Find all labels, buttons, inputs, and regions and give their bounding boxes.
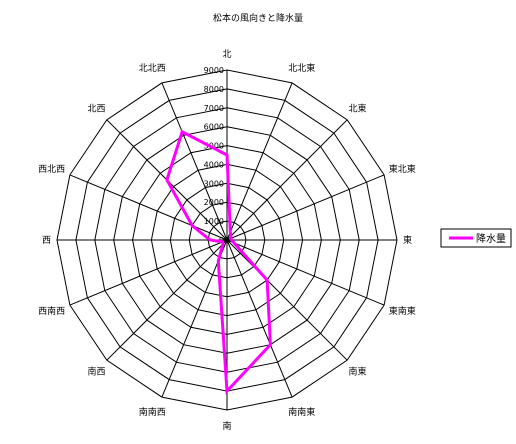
spoke-2 — [226, 119, 348, 241]
spoke-9 — [161, 239, 228, 398]
series-layer — [165, 129, 272, 395]
legend-label: 降水量 — [476, 232, 506, 245]
spoke-11 — [69, 239, 228, 306]
direction-label-15: 北北西 — [139, 63, 166, 74]
legend: 降水量 — [440, 228, 512, 248]
direction-label-8: 南 — [222, 420, 231, 432]
direction-label-12: 西 — [42, 235, 51, 246]
legend-box — [440, 228, 512, 248]
tick-label-6: 6000 — [204, 123, 224, 132]
direction-label-2: 北東 — [349, 103, 367, 115]
tick-label-1: 1000 — [204, 217, 224, 226]
direction-label-14: 北西 — [87, 104, 105, 115]
chart-title: 松本の風向きと降水量 — [213, 12, 303, 24]
direction-label-4: 東 — [403, 234, 412, 246]
direction-label-0: 北 — [222, 49, 231, 60]
direction-label-5: 東南東 — [389, 305, 416, 317]
tick-label-4: 4000 — [204, 160, 224, 169]
spoke-7 — [226, 239, 293, 398]
direction-label-7: 南南東 — [288, 406, 315, 418]
direction-label-6: 南東 — [349, 366, 367, 378]
spoke-1 — [226, 82, 293, 241]
spoke-5 — [226, 239, 385, 306]
spoke-6 — [226, 239, 348, 361]
tick-label-3: 3000 — [204, 179, 224, 188]
direction-label-9: 南南西 — [139, 406, 166, 418]
direction-label-11: 西南西 — [38, 305, 65, 317]
radar-spokes — [57, 70, 397, 410]
direction-label-3: 東北東 — [389, 163, 416, 175]
tick-label-7: 7000 — [204, 104, 224, 113]
direction-label-10: 南西 — [87, 366, 105, 378]
spoke-3 — [226, 174, 385, 241]
tick-label-8: 8000 — [204, 85, 224, 94]
direction-label-1: 北北東 — [288, 62, 315, 74]
direction-label-13: 西北西 — [38, 164, 65, 175]
spoke-15 — [161, 82, 228, 241]
series-line-0 — [165, 129, 272, 395]
tick-label-2: 2000 — [204, 198, 224, 207]
spoke-13 — [69, 174, 228, 241]
tick-label-5: 5000 — [204, 142, 224, 151]
spoke-10 — [106, 239, 228, 361]
tick-label-9: 9000 — [204, 66, 224, 75]
